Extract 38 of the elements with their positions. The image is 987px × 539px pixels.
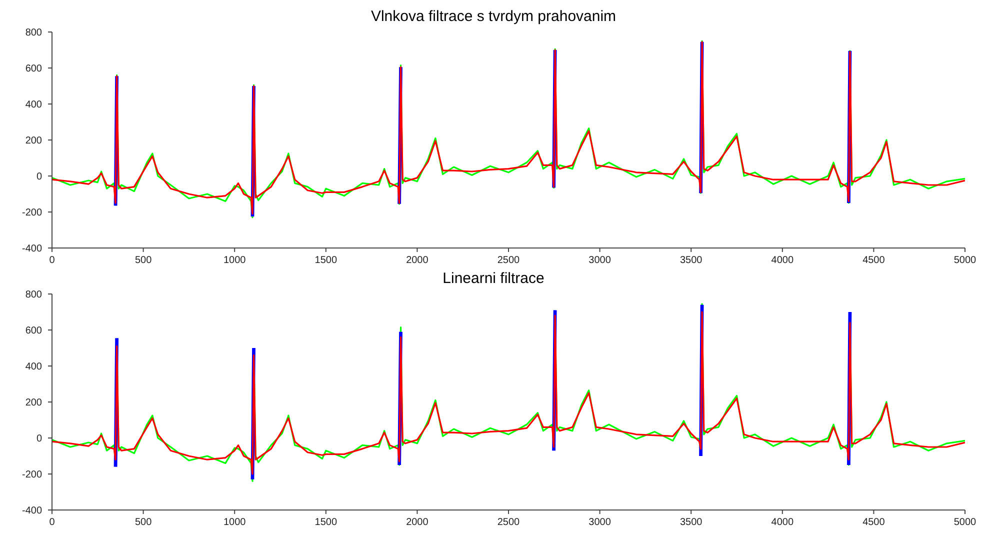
x-tick-label: 2500	[497, 255, 520, 266]
x-tick-label: 2000	[406, 517, 429, 528]
x-tick-label: 2500	[497, 517, 520, 528]
y-tick-label: 800	[25, 290, 42, 301]
y-tick-label: 600	[25, 326, 42, 337]
x-tick-label: 1000	[223, 517, 246, 528]
y-tick-label: -400	[22, 506, 42, 517]
y-tick-label: 400	[25, 362, 42, 373]
x-tick-label: 1500	[314, 255, 338, 266]
x-tick-label: 0	[49, 517, 56, 528]
chart-title: Linearni filtrace	[442, 270, 546, 289]
x-tick-label: 4000	[771, 517, 794, 528]
y-tick-label: 400	[25, 100, 42, 111]
x-tick-label: 3000	[588, 517, 612, 528]
chart-title: Vlnkova filtrace s tvrdym prahovanim	[370, 8, 618, 27]
y-tick-label: 200	[25, 136, 42, 147]
x-tick-label: 1500	[314, 517, 338, 528]
x-tick-label: 3000	[588, 255, 612, 266]
x-tick-label: 4500	[862, 255, 886, 266]
x-tick-label: 4500	[862, 517, 886, 528]
y-tick-label: -400	[22, 244, 42, 255]
y-tick-label: -200	[22, 208, 42, 219]
x-tick-label: 500	[134, 517, 152, 528]
x-tick-label: 5000	[954, 517, 977, 528]
x-tick-label: 4000	[771, 255, 794, 266]
x-tick-label: 0	[49, 255, 56, 266]
x-tick-label: 3500	[680, 255, 703, 266]
y-tick-label: 0	[36, 434, 42, 445]
x-tick-label: 2000	[406, 255, 429, 266]
x-tick-label: 5000	[954, 255, 977, 266]
x-tick-label: 1000	[223, 255, 246, 266]
y-tick-label: 200	[25, 398, 42, 409]
y-tick-label: 600	[25, 64, 42, 75]
y-tick-label: 0	[36, 172, 42, 183]
y-tick-label: 800	[25, 28, 42, 39]
x-tick-label: 3500	[680, 517, 703, 528]
x-tick-label: 500	[134, 255, 152, 266]
y-tick-label: -200	[22, 470, 42, 481]
